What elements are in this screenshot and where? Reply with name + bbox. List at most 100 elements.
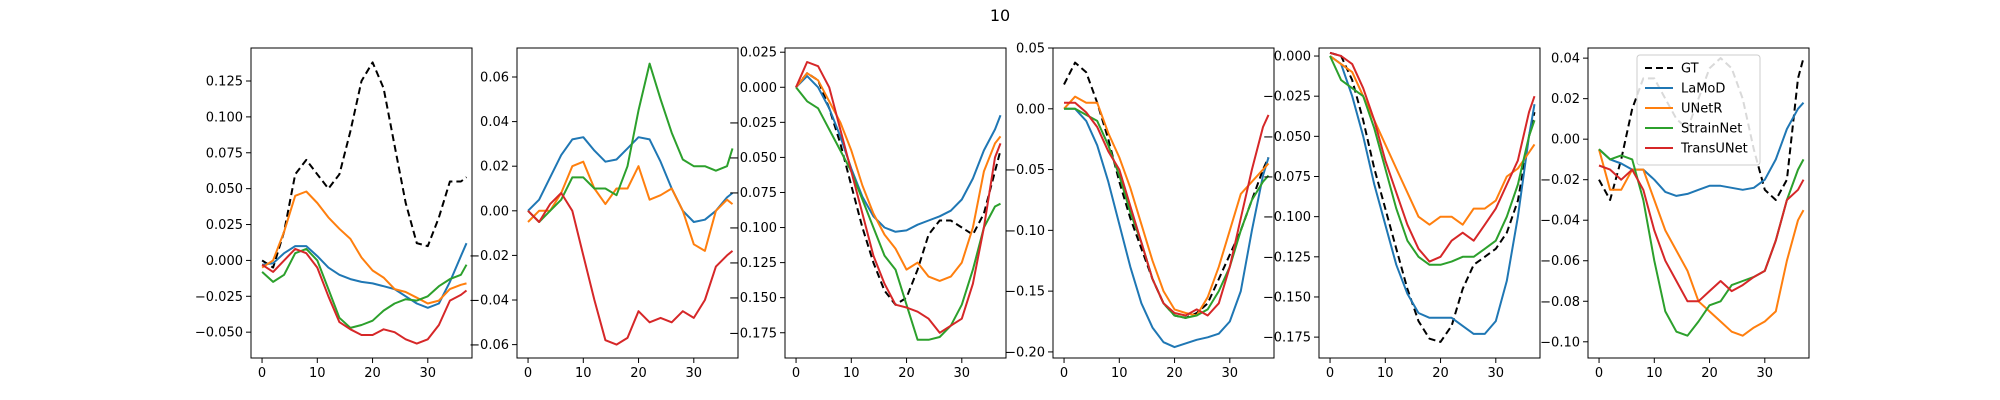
y-tick-label: 0.00 — [1016, 102, 1045, 117]
panel-1: 0 10 20 30 −0.050 −0.025 0.000 0.025 0.050 0.075 0… — [195, 47, 473, 381]
y-tick-label: 0.000 — [1274, 50, 1311, 65]
y-tick-label: −0.125 — [729, 256, 777, 271]
y-tick-label: −0.075 — [729, 186, 777, 201]
x-tick-label: 30 — [1757, 366, 1774, 381]
x-tick-label: 20 — [898, 366, 915, 381]
series-line-gt — [795, 72, 1002, 306]
y-tick-label: −0.20 — [1005, 345, 1045, 360]
y-tick-label: 0.025 — [740, 46, 777, 61]
x-tick-label: 10 — [575, 366, 592, 381]
y-tick-label: 0.00 — [1551, 133, 1580, 148]
series-line-gt — [261, 61, 468, 269]
x-tick-label: 20 — [630, 366, 647, 381]
x-tick-label: 20 — [364, 366, 381, 381]
y-tick-label: −0.05 — [1005, 163, 1045, 178]
plot-frame — [1052, 47, 1275, 359]
plot-frame — [1587, 47, 1810, 359]
y-tick-label: 0.025 — [206, 218, 243, 233]
y-tick-label: −0.050 — [195, 326, 243, 341]
y-tick-label: −0.15 — [1005, 285, 1045, 300]
series-line-unetr — [1063, 95, 1270, 317]
series-line-strainnet — [261, 247, 468, 329]
series-line-lamod — [1329, 55, 1536, 335]
y-tick-label: −0.025 — [1263, 90, 1311, 105]
y-tick-label: −0.10 — [1005, 224, 1045, 239]
plot-frame — [516, 47, 739, 359]
series-line-strainnet — [1329, 55, 1536, 266]
x-tick-label: 0 — [524, 366, 532, 381]
y-tick-label: −0.050 — [1263, 130, 1311, 145]
legend-label-unetr: UNetR — [1681, 102, 1722, 117]
series-line-transunet — [1064, 101, 1270, 317]
legend-label-lamod: LaMoD — [1681, 82, 1725, 97]
legend: GT LaMoD UNetR StrainNet TransUNet — [1636, 54, 1761, 166]
y-tick-label: −0.08 — [1540, 295, 1580, 310]
panel-4: 0 10 20 30 −0.20 −0.15 −0.10 −0.05 0.00 0.05 — [1005, 42, 1275, 381]
series-line-transunet — [795, 61, 1002, 334]
series-line-strainnet — [795, 86, 1001, 341]
series-line-transunet — [1329, 51, 1536, 263]
y-tick-label: −0.150 — [729, 291, 777, 306]
series-line-unetr — [795, 72, 1002, 282]
y-tick-label: −0.04 — [1540, 214, 1580, 229]
y-tick-label: 0.100 — [206, 110, 243, 125]
y-tick-label: 0.000 — [206, 254, 243, 269]
series-line-unetr — [527, 160, 734, 252]
y-tick-label: 0.06 — [480, 70, 509, 85]
y-tick-label: −0.02 — [1540, 173, 1580, 188]
y-tick-label: −0.050 — [729, 151, 777, 166]
y-tick-label: −0.175 — [1263, 331, 1311, 346]
x-tick-label: 30 — [954, 366, 971, 381]
x-tick-label: 0 — [1060, 366, 1068, 381]
panel-3: 0 10 20 30 −0.175 −0.150 −0.125 −0.100 −0.075 −0.… — [729, 46, 1007, 381]
x-tick-label: 30 — [420, 366, 437, 381]
y-tick-label: −0.075 — [1263, 170, 1311, 185]
series-line-transunet — [1598, 164, 1805, 303]
x-tick-label: 10 — [1111, 366, 1128, 381]
x-tick-label: 20 — [1701, 366, 1718, 381]
y-tick-label: −0.04 — [469, 294, 509, 309]
x-tick-label: 0 — [792, 366, 800, 381]
series-line-strainnet — [1598, 148, 1805, 337]
x-tick-label: 10 — [1377, 366, 1394, 381]
series-line-lamod — [1064, 107, 1270, 349]
panel-2: 0 10 20 30 −0.06 −0.04 −0.02 0.00 0.02 0.04 0.06 — [469, 47, 739, 381]
x-tick-label: 30 — [686, 366, 703, 381]
series-line-gt — [1063, 61, 1270, 319]
y-tick-label: 0.000 — [740, 81, 777, 96]
series-line-lamod — [795, 75, 1002, 233]
series-line-transunet — [261, 247, 468, 345]
y-tick-label: −0.06 — [1540, 254, 1580, 269]
x-tick-label: 30 — [1222, 366, 1239, 381]
y-tick-label: 0.04 — [1551, 52, 1580, 67]
plot-frame — [250, 47, 473, 359]
x-tick-label: 30 — [1488, 366, 1505, 381]
y-tick-label: 0.00 — [480, 204, 509, 219]
y-tick-label: 0.075 — [206, 146, 243, 161]
x-tick-label: 20 — [1432, 366, 1449, 381]
x-tick-label: 0 — [1326, 366, 1334, 381]
y-tick-label: 0.05 — [1016, 42, 1045, 57]
series-line-unetr — [261, 190, 467, 305]
y-tick-label: −0.125 — [1263, 250, 1311, 265]
legend-label-strainnet: StrainNet — [1681, 122, 1742, 137]
y-tick-label: −0.100 — [729, 221, 777, 236]
legend-box — [1636, 54, 1761, 166]
y-tick-label: −0.150 — [1263, 290, 1311, 305]
y-tick-label: 0.02 — [1551, 92, 1580, 107]
plot-frame — [784, 47, 1007, 359]
y-tick-label: −0.10 — [1540, 335, 1580, 350]
y-tick-label: 0.02 — [480, 160, 509, 175]
series-line-gt — [1329, 51, 1536, 343]
y-tick-label: −0.02 — [469, 249, 509, 264]
x-tick-label: 0 — [258, 366, 266, 381]
legend-label-transunet: TransUNet — [1680, 142, 1748, 157]
plot-frame — [1318, 47, 1541, 359]
y-tick-label: −0.025 — [195, 290, 243, 305]
x-tick-label: 20 — [1166, 366, 1183, 381]
x-tick-label: 10 — [843, 366, 860, 381]
y-tick-label: 0.050 — [206, 182, 243, 197]
x-tick-label: 0 — [1595, 366, 1603, 381]
y-tick-label: 0.125 — [206, 75, 243, 90]
